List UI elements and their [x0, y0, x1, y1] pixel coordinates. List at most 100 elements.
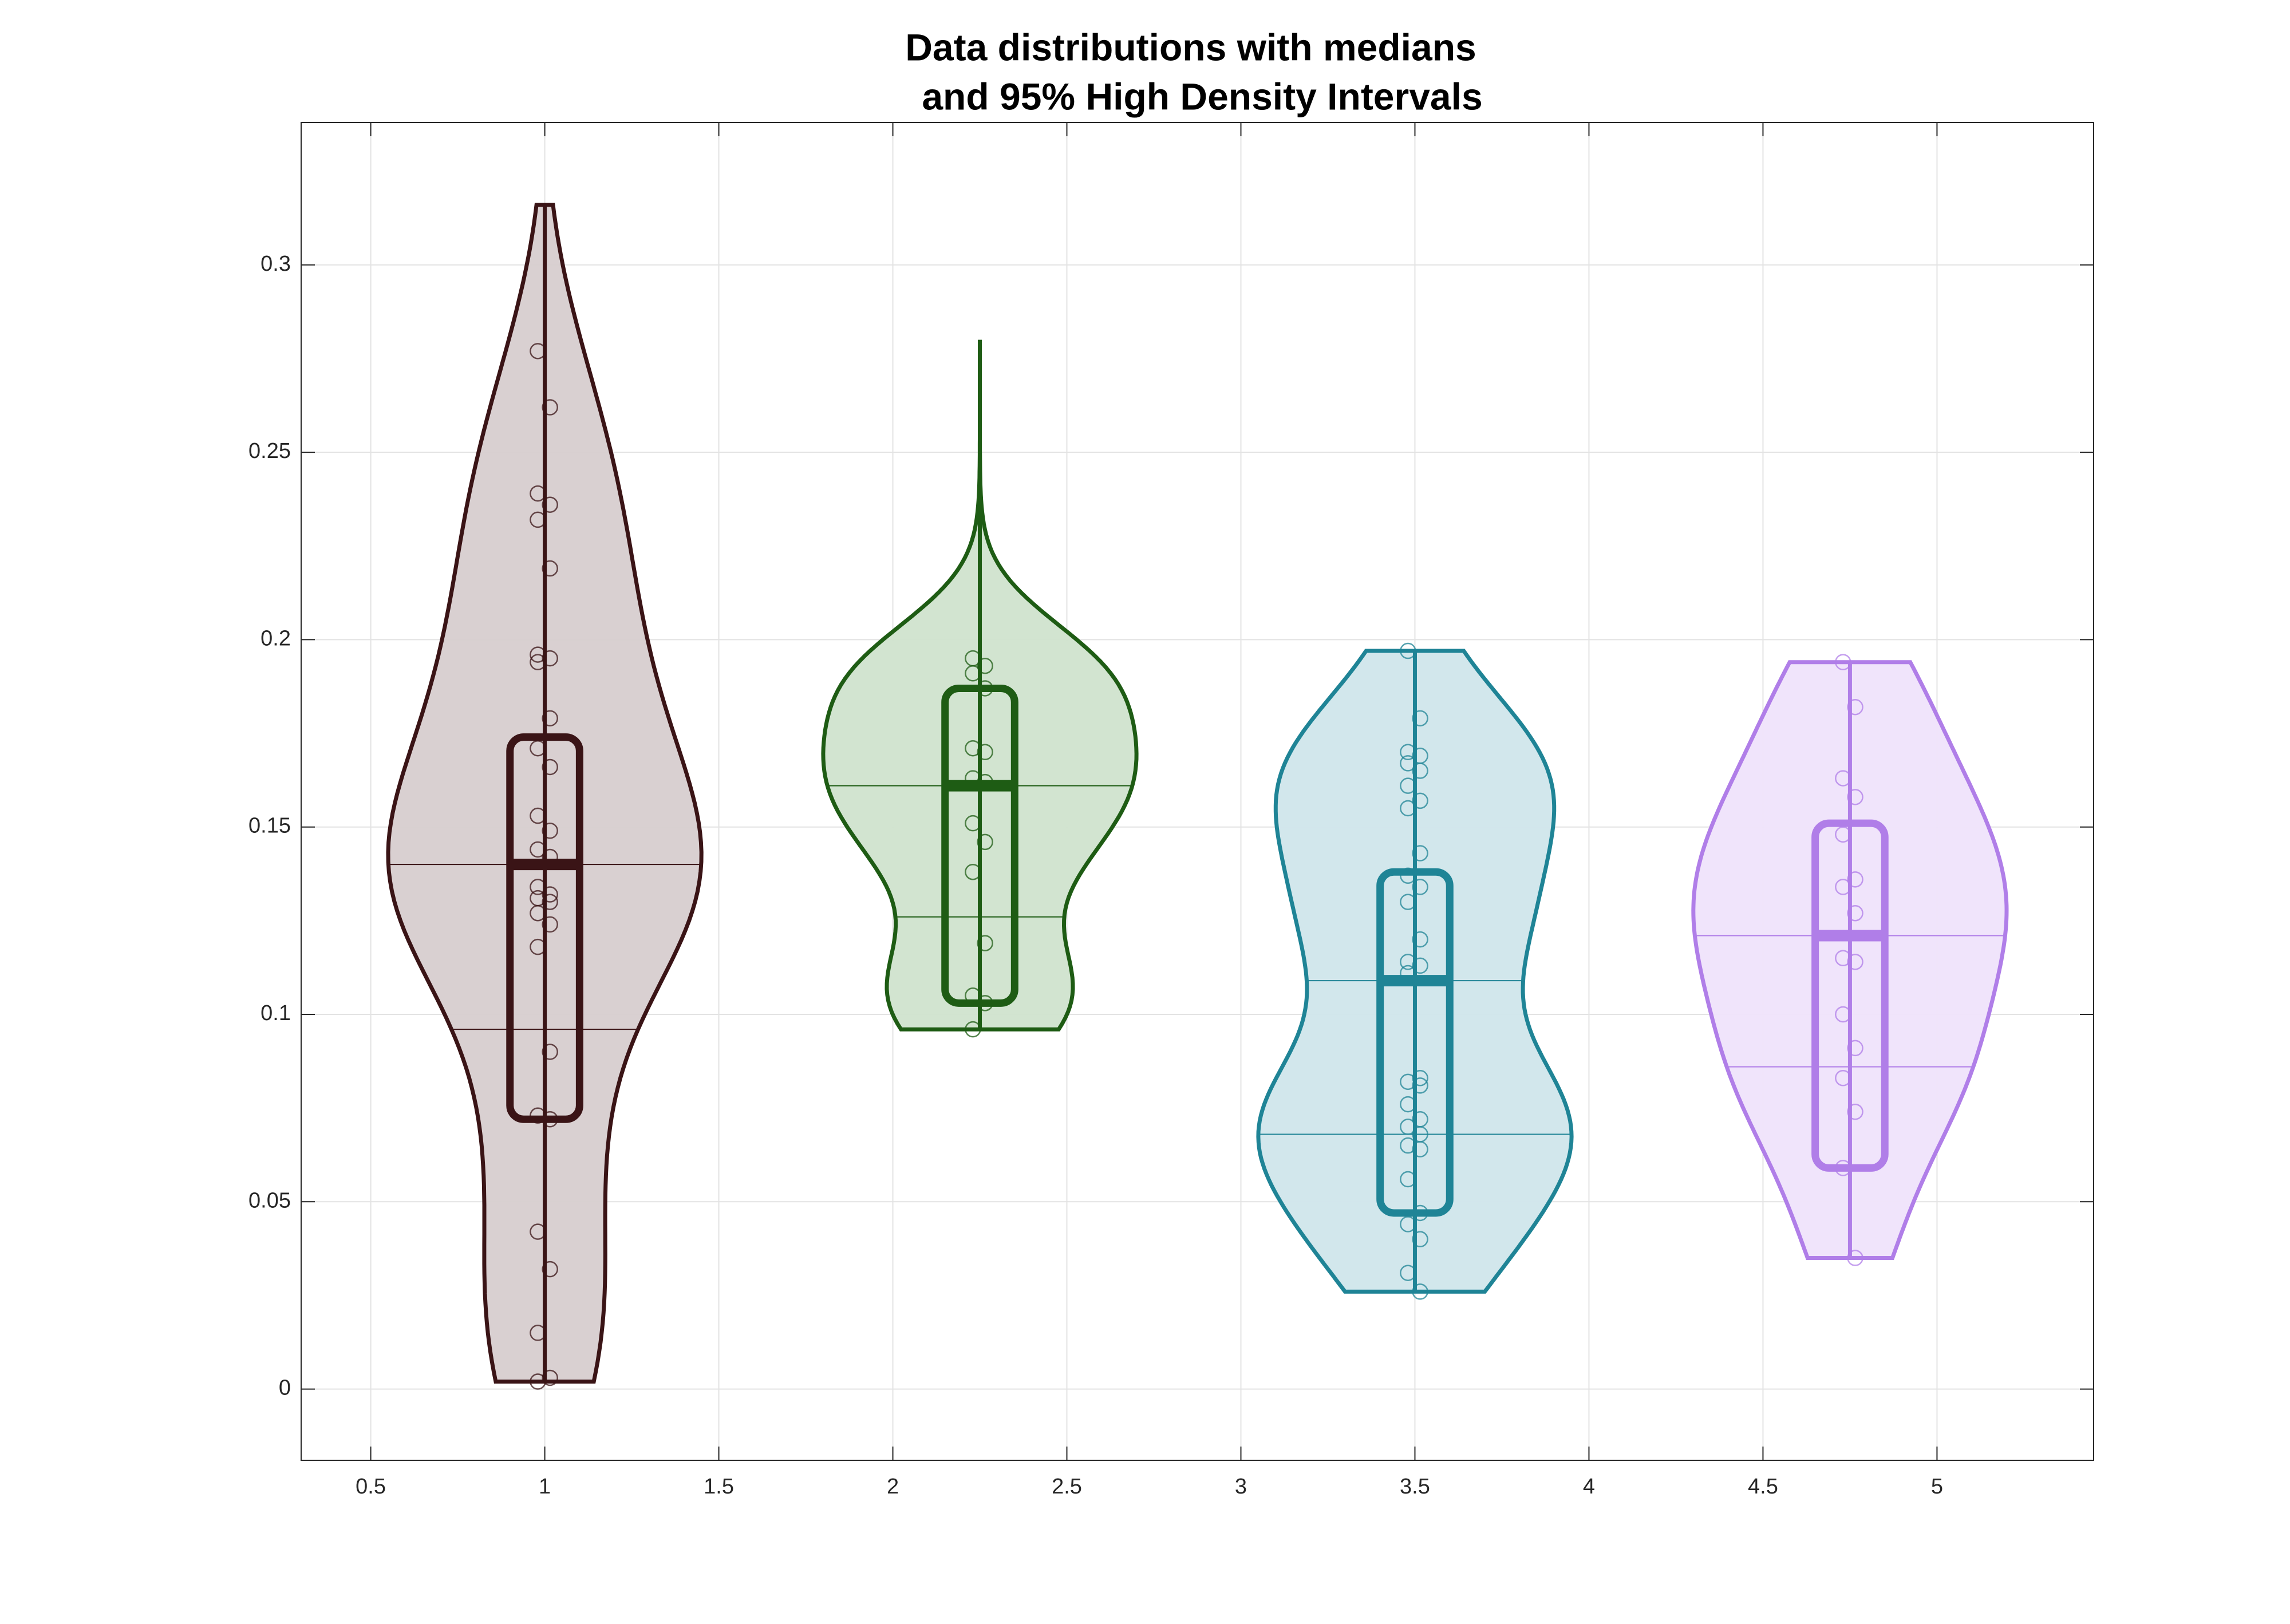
data-point	[1400, 1216, 1416, 1232]
data-point	[542, 560, 558, 577]
data-point	[542, 1369, 558, 1386]
data-point	[1847, 1040, 1863, 1057]
hdi-box	[506, 733, 583, 1123]
data-point	[542, 496, 558, 513]
data-point	[1847, 1250, 1863, 1266]
data-point	[1400, 1096, 1416, 1113]
data-point	[530, 905, 546, 922]
data-point	[1412, 1231, 1428, 1248]
plot-frame	[301, 122, 2094, 1461]
data-point	[977, 657, 993, 674]
data-point	[1400, 894, 1416, 910]
data-point	[1847, 905, 1863, 922]
hdi-box	[1811, 819, 1889, 1172]
data-point	[1400, 642, 1416, 659]
x-tick-label: 1.5	[704, 1475, 734, 1499]
data-point	[977, 935, 993, 951]
data-point	[542, 1261, 558, 1278]
data-point	[965, 815, 981, 832]
data-point	[1412, 957, 1428, 974]
data-point	[1400, 1119, 1416, 1135]
data-point	[977, 833, 993, 851]
data-point	[1400, 777, 1416, 794]
hdi-box	[1376, 868, 1454, 1217]
data-point	[542, 822, 558, 839]
x-tick-label: 5	[1931, 1475, 1943, 1499]
data-point	[530, 740, 546, 757]
x-tick-label: 1	[539, 1475, 551, 1499]
data-point	[965, 1021, 981, 1038]
chart-title: and 95% High Density Intervals	[922, 75, 1482, 117]
data-point	[965, 740, 981, 757]
data-point	[542, 399, 558, 416]
x-tick-label: 3.5	[1400, 1475, 1430, 1499]
data-point	[542, 710, 558, 727]
data-point	[1400, 1171, 1416, 1188]
data-point	[1412, 1283, 1428, 1300]
data-point	[542, 758, 558, 776]
y-tick-label: 0	[279, 1376, 291, 1400]
data-point	[1835, 879, 1851, 895]
data-point	[1847, 871, 1863, 888]
data-point	[542, 894, 558, 910]
x-tick-label: 4.5	[1748, 1475, 1778, 1499]
y-tick-label: 0.15	[248, 814, 291, 838]
data-point	[1412, 1070, 1428, 1086]
data-point	[542, 1044, 558, 1060]
data-point	[1400, 1073, 1416, 1090]
data-point	[530, 807, 546, 824]
data-point	[1835, 654, 1851, 670]
y-tick-label: 0.3	[260, 252, 291, 276]
y-tick-label: 0.25	[248, 439, 291, 463]
y-tick-label: 0.05	[248, 1188, 291, 1212]
data-point	[542, 650, 558, 667]
data-point	[530, 646, 546, 663]
data-point	[1400, 800, 1416, 817]
data-point	[1412, 1141, 1428, 1157]
data-point	[1835, 950, 1851, 967]
data-point	[530, 1325, 546, 1341]
data-point	[965, 863, 981, 880]
data-point	[1847, 954, 1863, 970]
data-point	[1847, 698, 1863, 716]
data-point	[1412, 931, 1428, 948]
x-tick-label: 3	[1235, 1475, 1247, 1499]
data-point	[530, 654, 546, 670]
data-point	[965, 665, 981, 682]
chart-title: Data distributions with medians	[905, 26, 1476, 68]
data-point	[1412, 879, 1428, 895]
data-point	[530, 511, 546, 528]
data-point	[1835, 826, 1851, 843]
x-tick-label: 4	[1583, 1475, 1595, 1499]
data-point	[1400, 755, 1416, 772]
x-tick-label: 2.5	[1052, 1475, 1082, 1499]
data-point	[542, 916, 558, 933]
data-point	[1400, 1265, 1416, 1281]
data-point	[1400, 744, 1416, 761]
data-point	[530, 485, 546, 502]
x-tick-label: 0.5	[356, 1475, 386, 1499]
data-point	[1847, 789, 1863, 805]
hdi-box	[941, 684, 1018, 1007]
data-point	[530, 1373, 546, 1390]
x-tick-label: 2	[887, 1475, 899, 1499]
data-point	[1847, 1103, 1863, 1120]
data-point	[977, 744, 993, 761]
y-tick-label: 0.1	[260, 1001, 291, 1025]
data-point	[530, 841, 546, 858]
data-point	[1400, 1137, 1416, 1154]
data-point	[1412, 1077, 1428, 1094]
data-point	[1412, 762, 1428, 779]
data-point	[530, 343, 546, 359]
data-point	[1400, 954, 1416, 970]
data-point	[1835, 770, 1851, 787]
data-point	[1412, 845, 1428, 862]
data-point	[530, 879, 546, 895]
data-point	[530, 938, 546, 955]
data-point	[1835, 1070, 1851, 1086]
data-point	[542, 886, 558, 903]
y-tick-label: 0.2	[260, 626, 291, 650]
data-point	[1412, 710, 1428, 727]
data-point	[1412, 792, 1428, 809]
